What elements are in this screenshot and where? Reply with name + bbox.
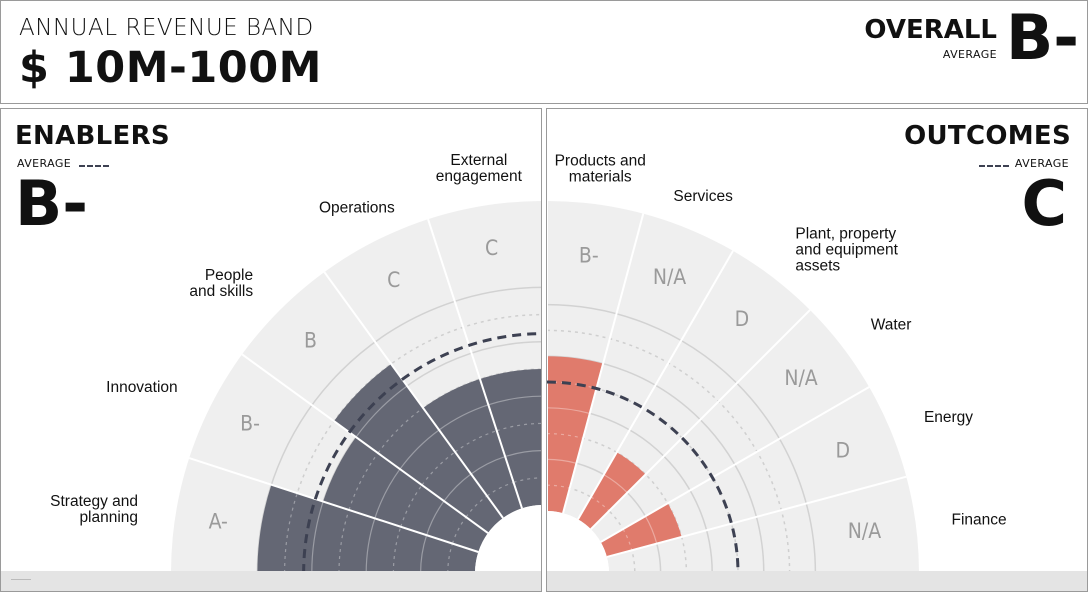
category-label: Strategy and planning bbox=[50, 493, 138, 526]
category-label-line: Products and bbox=[555, 152, 646, 169]
category-label-line: Operations bbox=[319, 200, 395, 217]
category-label: Innovation bbox=[106, 379, 178, 396]
category-label: Services bbox=[673, 188, 733, 205]
bar-ring-line bbox=[470, 456, 506, 475]
category-label: Energy bbox=[924, 409, 973, 426]
outcomes-title: OUTCOMES bbox=[904, 121, 1071, 151]
revenue-band-value: $ 10M-100M bbox=[19, 43, 322, 93]
sector-divider bbox=[562, 213, 645, 514]
sector-divider bbox=[188, 457, 479, 553]
revenue-band-label: ANNUAL REVENUE BAND bbox=[19, 15, 314, 41]
category-label: Plant, property and equipment assets bbox=[795, 225, 898, 274]
enablers-average-legend-line bbox=[79, 165, 109, 167]
overall-label: OVERALL bbox=[864, 15, 997, 45]
sector-divider bbox=[577, 250, 734, 520]
category-label-line: Energy bbox=[924, 409, 973, 426]
bar-ring-line bbox=[426, 500, 445, 536]
bar-ring-line bbox=[488, 395, 541, 406]
category-label-line: External bbox=[450, 152, 507, 169]
enablers-average-label: AVERAGE bbox=[17, 157, 72, 170]
category-grade: A- bbox=[209, 510, 228, 534]
category-label-line: Services bbox=[673, 188, 733, 205]
category-grade: B- bbox=[579, 244, 599, 268]
bar-ring-line bbox=[400, 484, 423, 527]
overall-grade: B- bbox=[1006, 1, 1079, 74]
sector-divider bbox=[600, 386, 870, 543]
category-label: Operations bbox=[319, 200, 395, 217]
bar-ring-line bbox=[496, 422, 541, 432]
category-grade: C bbox=[387, 268, 400, 292]
category-label: Products and materials bbox=[555, 152, 646, 185]
sector-divider bbox=[427, 218, 523, 509]
chart-center-hole bbox=[475, 505, 541, 573]
category-label-line: engagement bbox=[436, 168, 523, 185]
outcomes-average-legend-line bbox=[979, 165, 1009, 167]
category-bar bbox=[600, 503, 682, 557]
bar-ring-line bbox=[454, 430, 497, 453]
category-grade: D bbox=[836, 438, 851, 462]
category-label-line: and equipment bbox=[795, 241, 898, 258]
outcomes-average-label: AVERAGE bbox=[1014, 157, 1069, 170]
outcomes-chart: B- Products and materials N/A Services D Plant… bbox=[547, 152, 1007, 590]
category-bar bbox=[578, 452, 646, 530]
bar-ring-line bbox=[399, 429, 440, 470]
category-bar bbox=[323, 437, 488, 552]
category-label: Water bbox=[871, 317, 912, 334]
bar-ring-line bbox=[355, 385, 408, 438]
sector-divider bbox=[606, 475, 907, 558]
bar-ring-line bbox=[438, 404, 489, 431]
header-panel: ANNUAL REVENUE BAND $ 10M-100M OVERALL A… bbox=[0, 0, 1088, 104]
outcomes-panel: B- Products and materials N/A Services D Plant… bbox=[546, 108, 1088, 592]
category-grade: B- bbox=[240, 412, 260, 436]
category-label: Finance bbox=[952, 512, 1007, 529]
bar-ring-line bbox=[421, 451, 456, 486]
category-label-line: Innovation bbox=[106, 379, 178, 396]
scale-stripe bbox=[11, 579, 31, 580]
category-grade: N/A bbox=[848, 519, 881, 543]
category-bar bbox=[479, 369, 541, 509]
category-label: People and skills bbox=[189, 267, 253, 300]
category-bar bbox=[333, 363, 504, 534]
category-label-line: Finance bbox=[952, 512, 1007, 529]
enablers-scale-bar bbox=[1, 571, 541, 591]
category-label-line: and skills bbox=[189, 283, 253, 300]
chart-center-hole bbox=[547, 511, 609, 573]
category-grade: C bbox=[485, 236, 498, 260]
sector-divider bbox=[590, 309, 811, 530]
category-label-line: People bbox=[205, 267, 253, 284]
bar-ring-line bbox=[443, 473, 472, 502]
bar-ring-line bbox=[365, 518, 376, 574]
bar-ring-line bbox=[374, 468, 401, 519]
category-grade: N/A bbox=[784, 366, 817, 390]
category-label-line: Water bbox=[871, 317, 912, 334]
outcomes-average-grade: C bbox=[1021, 167, 1067, 240]
category-label: External engagement bbox=[436, 152, 523, 185]
category-bar bbox=[547, 356, 604, 514]
category-label-line: planning bbox=[79, 509, 138, 526]
enablers-title: ENABLERS bbox=[15, 121, 170, 151]
enablers-average-grade: B- bbox=[15, 167, 88, 240]
overall-average-label: AVERAGE bbox=[942, 48, 997, 61]
sector-divider bbox=[323, 271, 504, 519]
bar-ring-line bbox=[311, 501, 324, 574]
outcomes-scale-bar bbox=[547, 571, 1087, 591]
category-bar bbox=[423, 378, 522, 518]
sector-divider bbox=[241, 353, 489, 534]
average-arc bbox=[302, 332, 541, 574]
category-label-line: Strategy and bbox=[50, 493, 138, 510]
average-arc bbox=[547, 380, 740, 574]
category-grade: N/A bbox=[653, 265, 686, 289]
enablers-panel: A- Strategy and planning B- Innovation B Peopl… bbox=[0, 108, 542, 592]
grid-ring bbox=[547, 484, 636, 574]
category-label-line: materials bbox=[569, 168, 632, 185]
bar-ring-line bbox=[504, 450, 541, 458]
category-grade: D bbox=[735, 307, 750, 331]
category-grade: B bbox=[304, 329, 317, 353]
category-label-line: assets bbox=[795, 257, 840, 274]
enablers-chart: A- Strategy and planning B- Innovation B Peopl… bbox=[50, 152, 541, 590]
category-label-line: Plant, property bbox=[795, 225, 896, 242]
bar-ring-line bbox=[547, 407, 590, 415]
